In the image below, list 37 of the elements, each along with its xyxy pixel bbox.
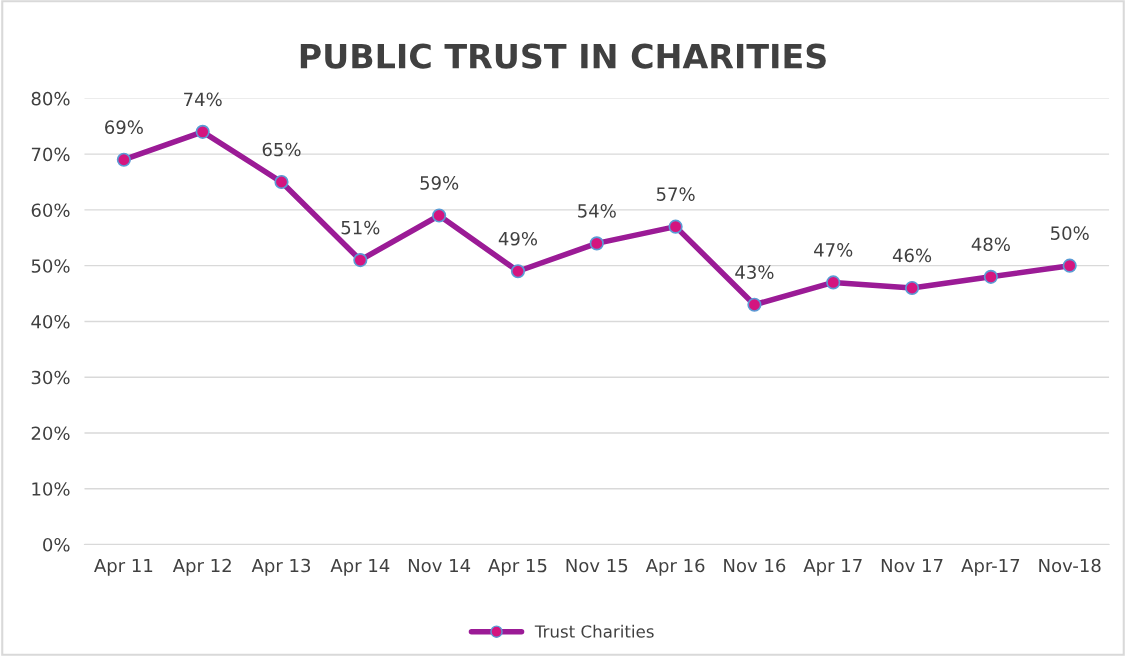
y-tick-label: 70%: [31, 147, 70, 162]
x-tick-label: Apr 13: [251, 558, 311, 576]
x-tick-label: Nov 14: [408, 558, 471, 573]
y-tick-label: 40%: [31, 314, 70, 329]
x-tick-label: Nov 17: [881, 558, 943, 573]
data-label: 50%: [1051, 226, 1089, 240]
y-tick-label: 50%: [31, 259, 70, 273]
data-label: 49%: [498, 231, 538, 246]
data-label: 43%: [735, 265, 774, 279]
data-label: 48%: [971, 237, 1010, 252]
data-label: 74%: [184, 92, 222, 107]
data-label: 51%: [341, 220, 380, 235]
data-label: 69%: [105, 120, 143, 135]
x-tick-label: Nov-18: [1039, 558, 1101, 573]
x-tick-label: Nov 15: [566, 558, 628, 573]
data-label: 59%: [420, 176, 459, 190]
legend-label: Trust Charities: [534, 624, 654, 638]
x-tick-label: Apr-17: [961, 558, 1020, 576]
y-tick-label: 30%: [31, 370, 70, 385]
x-tick-label: Nov 16: [724, 558, 786, 573]
y-tick-label: 80%: [31, 91, 70, 106]
y-tick-label: 60%: [31, 203, 70, 218]
x-tick-label: Apr 16: [645, 558, 705, 576]
x-tick-label: Apr 15: [488, 558, 547, 576]
data-label: 57%: [656, 187, 695, 201]
y-tick-label: 10%: [32, 482, 70, 496]
y-tick-label: 0%: [43, 537, 70, 552]
chart-title: PUBLIC TRUST IN CHARITIES: [300, 43, 826, 69]
x-tick-label: Apr 14: [330, 558, 390, 576]
x-tick-label: Apr 17: [803, 558, 862, 576]
y-tick-label: 20%: [31, 426, 70, 441]
x-tick-label: Apr 11: [94, 558, 153, 576]
data-label: 54%: [578, 204, 616, 218]
x-tick-label: Apr 12: [172, 558, 231, 576]
data-label: 65%: [262, 142, 301, 157]
data-label: 47%: [814, 243, 853, 257]
data-label: 46%: [892, 248, 932, 263]
